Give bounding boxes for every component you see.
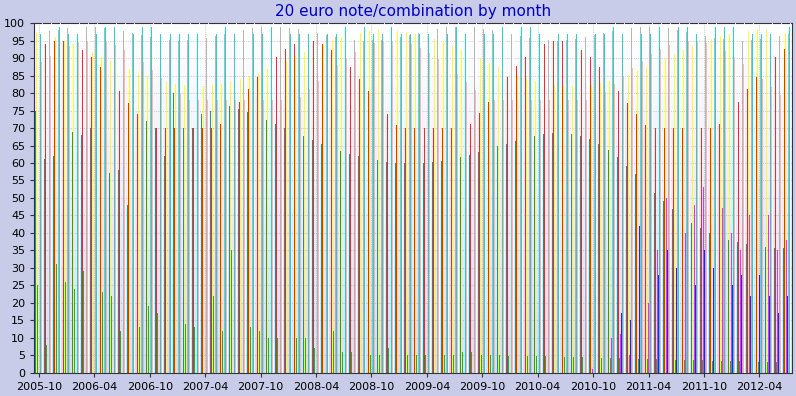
Title: 20 euro note/combination by month: 20 euro note/combination by month xyxy=(275,4,551,19)
